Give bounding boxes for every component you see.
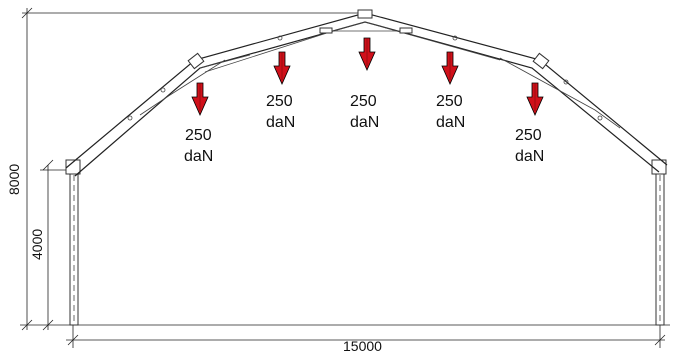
right-column <box>651 159 667 326</box>
load-arrow-icon <box>526 82 544 116</box>
load-2-unit: daN <box>266 114 295 131</box>
dimension-lines <box>20 7 670 348</box>
roof-arch <box>65 9 668 177</box>
load-arrow-icon <box>441 51 459 85</box>
load-arrow-icon <box>358 37 376 71</box>
left-column <box>65 159 81 326</box>
eave-height-label: 4000 <box>29 229 45 260</box>
load-3-unit: daN <box>350 114 379 131</box>
load-1-unit: daN <box>184 148 213 165</box>
load-2-value: 250 <box>266 93 293 110</box>
load-labels: 250 daN 250 daN 250 daN 250 daN 250 daN <box>184 93 544 165</box>
load-1-value: 250 <box>185 127 212 144</box>
span-label: 15000 <box>343 338 382 351</box>
dimension-labels: 8000 4000 15000 <box>6 164 382 351</box>
load-4-unit: daN <box>436 114 465 131</box>
load-3-value: 250 <box>350 93 377 110</box>
load-arrow-icon <box>191 82 209 116</box>
total-height-label: 8000 <box>6 164 22 195</box>
load-arrow-icon <box>273 51 291 85</box>
load-4-value: 250 <box>436 93 463 110</box>
load-5-unit: daN <box>515 148 544 165</box>
load-5-value: 250 <box>515 127 542 144</box>
